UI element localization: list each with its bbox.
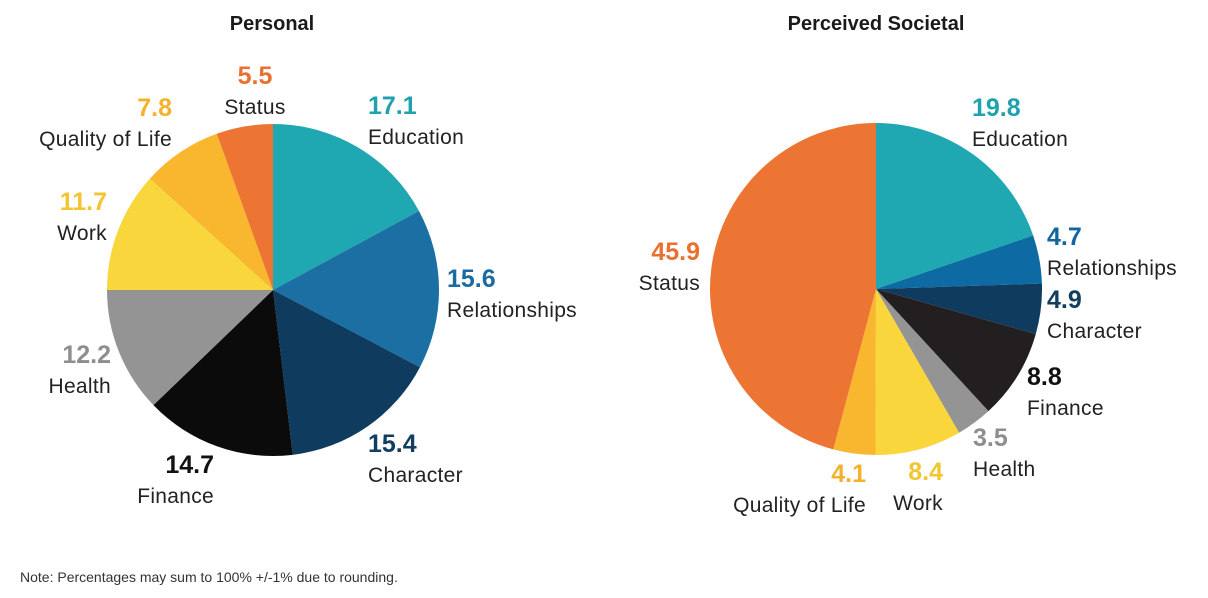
value-label-health: 3.5 <box>973 424 1008 452</box>
value-label-education: 19.8 <box>972 94 1021 122</box>
value-label-work: 11.7 <box>60 188 107 216</box>
pie-slice-work <box>875 289 960 456</box>
category-label-health: Health <box>48 375 111 398</box>
pie-charts-figure: Personal Perceived Societal 17.1 Educatio… <box>39 13 1177 517</box>
pie-slice-finance <box>876 289 1036 412</box>
pie-slice-education <box>273 124 419 290</box>
category-label-relationships: Relationships <box>447 299 577 322</box>
pie-slice-relationships <box>273 210 440 368</box>
pie-slice-status <box>216 124 273 290</box>
pie-slice-health <box>876 289 989 433</box>
value-label-relationships: 4.7 <box>1047 223 1082 251</box>
category-label-finance: Finance <box>137 485 214 508</box>
category-label-finance: Finance <box>1027 397 1104 420</box>
category-label-education: Education <box>972 128 1068 151</box>
footnote: Note: Percentages may sum to 100% +/-1% … <box>20 569 398 585</box>
category-label-work: Work <box>893 492 943 515</box>
pie-slice-quality-of-life <box>833 289 876 455</box>
value-label-finance: 8.8 <box>1027 363 1062 391</box>
category-label-quality-of-life: Quality of Life <box>39 128 172 151</box>
value-label-work: 8.4 <box>908 458 943 486</box>
category-label-character: Character <box>1047 320 1142 343</box>
pie-slice-finance <box>153 290 293 457</box>
chart-title-perceived-societal: Perceived Societal <box>788 13 965 35</box>
category-label-status: Status <box>224 96 285 119</box>
value-label-character: 4.9 <box>1047 286 1082 314</box>
pie-slice-character <box>273 290 420 455</box>
value-label-education: 17.1 <box>368 92 417 120</box>
category-label-education: Education <box>368 126 464 149</box>
value-label-relationships: 15.6 <box>447 265 496 293</box>
value-label-status: 45.9 <box>651 238 700 266</box>
category-label-relationships: Relationships <box>1047 257 1177 280</box>
value-label-status: 5.5 <box>238 62 273 90</box>
pie-slice-quality-of-life <box>149 133 273 290</box>
pie-slice-health <box>107 290 273 406</box>
pie-personal: 17.1 Education 15.6 Relationships 15.4 Charac… <box>39 62 577 508</box>
pie-slice-character <box>876 283 1043 335</box>
category-label-character: Character <box>368 464 463 487</box>
pie-slice-status <box>710 123 876 450</box>
value-label-quality-of-life: 7.8 <box>137 94 172 122</box>
value-label-health: 12.2 <box>62 341 111 369</box>
category-label-quality-of-life: Quality of Life <box>733 494 866 517</box>
pie-slice-work <box>107 178 273 290</box>
value-label-character: 15.4 <box>368 430 417 458</box>
category-label-status: Status <box>639 272 700 295</box>
pie-slice-education <box>876 123 1034 289</box>
pie-perceived-societal: 19.8 Education 4.7 Relationships 4.9 Characte… <box>639 94 1177 517</box>
category-label-work: Work <box>57 222 107 245</box>
pie-slice-relationships <box>876 235 1042 289</box>
chart-title-personal: Personal <box>230 13 314 35</box>
value-label-finance: 14.7 <box>165 451 214 479</box>
value-label-quality-of-life: 4.1 <box>831 460 866 488</box>
category-label-health: Health <box>973 458 1036 481</box>
